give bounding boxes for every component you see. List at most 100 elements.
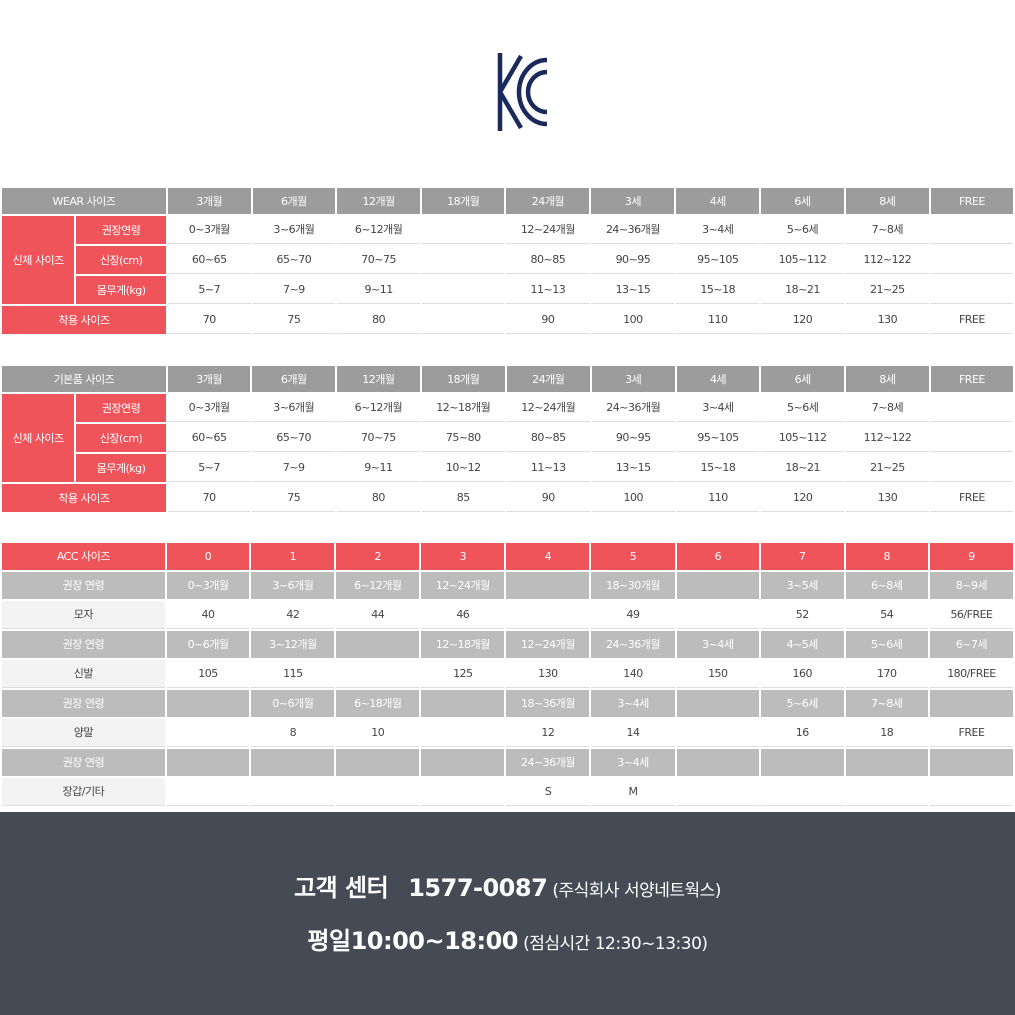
value-cell: 6~12개월: [336, 394, 420, 422]
age-cell: 24~36개월: [506, 749, 590, 776]
value-cell: 5~7: [167, 454, 251, 482]
fit-value-cell: 130: [846, 484, 929, 512]
value-cell: 9~11: [336, 454, 420, 482]
value-cell: 95~105: [676, 246, 760, 274]
item-value-cell: 160: [761, 660, 844, 688]
value-cell: [930, 246, 1013, 274]
age-cell: 5~6세: [845, 631, 928, 658]
fit-value-cell: 80: [336, 484, 420, 512]
value-cell: 21~25: [846, 454, 929, 482]
value-cell: 12~18개월: [421, 394, 505, 422]
value-cell: 18~21: [761, 276, 844, 304]
value-cell: 13~15: [591, 454, 675, 482]
age-cell: [676, 572, 760, 599]
item-value-cell: 56/FREE: [929, 601, 1013, 629]
fit-value-cell: 120: [761, 306, 844, 334]
fit-value-cell: 90: [506, 306, 590, 334]
item-value-cell: 130: [506, 660, 590, 688]
acc-size-header-cell: 1: [251, 543, 335, 570]
size-header-cell: 3세: [591, 366, 675, 392]
item-value-cell: 140: [591, 660, 675, 688]
row-label-cell: 몸무게(kg): [76, 276, 166, 304]
item-value-cell: 42: [251, 601, 335, 629]
value-cell: 105~112: [761, 246, 844, 274]
size-header-cell: 18개월: [422, 188, 505, 214]
value-cell: 0~3개월: [167, 216, 251, 244]
value-cell: 60~65: [167, 246, 251, 274]
row-label-cell: 권장연령: [76, 216, 166, 244]
age-cell: 18~30개월: [591, 572, 675, 599]
fit-value-cell: 70: [167, 484, 251, 512]
body-size-label: 신체 사이즈: [2, 394, 75, 482]
value-cell: 7~9: [252, 276, 336, 304]
fit-value-cell: 75: [252, 306, 336, 334]
item-value-cell: 16: [761, 719, 844, 747]
age-label-cell: 권장 연령: [2, 749, 165, 776]
item-value-cell: M: [591, 778, 675, 806]
value-cell: 21~25: [845, 276, 929, 304]
item-value-cell: 125: [421, 660, 505, 688]
fit-value-cell: 110: [676, 306, 760, 334]
value-cell: [930, 394, 1013, 422]
value-cell: 12~24개월: [506, 394, 590, 422]
value-cell: 70~75: [336, 424, 420, 452]
age-cell: [336, 749, 420, 776]
item-value-cell: 12: [506, 719, 590, 747]
value-cell: 0~3개월: [167, 394, 251, 422]
value-cell: 5~7: [167, 276, 251, 304]
age-cell: [929, 749, 1013, 776]
value-cell: 80~85: [506, 246, 590, 274]
item-value-cell: [676, 601, 760, 629]
value-cell: 70~75: [337, 246, 421, 274]
age-cell: 24~36개월: [591, 631, 675, 658]
item-value-cell: [421, 778, 505, 806]
value-cell: [930, 216, 1013, 244]
item-value-cell: 46: [421, 601, 505, 629]
value-cell: 12~24개월: [506, 216, 590, 244]
age-cell: 12~24개월: [421, 572, 505, 599]
age-cell: 4~5세: [761, 631, 844, 658]
item-value-cell: [251, 778, 335, 806]
value-cell: 5~6세: [761, 394, 845, 422]
value-cell: 24~36개월: [591, 394, 675, 422]
size-header-cell: 18개월: [421, 366, 505, 392]
size-header-cell: FREE: [930, 366, 1013, 392]
age-cell: [761, 749, 844, 776]
row-label-cell: 몸무게(kg): [76, 454, 166, 482]
wear-size-table: WEAR 사이즈 3개월 6개월 12개월 18개월 24개월 3세 4세 6세 8세 FREE 신체…: [0, 186, 1015, 336]
size-header-cell: 24개월: [506, 188, 590, 214]
age-cell: [421, 690, 505, 717]
fit-value-cell: 120: [761, 484, 845, 512]
size-header-cell: 8세: [845, 188, 929, 214]
acc-size-header-cell: 3: [421, 543, 505, 570]
size-header-cell: 6개월: [252, 366, 335, 392]
age-cell: 3~5세: [761, 572, 844, 599]
value-cell: [422, 246, 505, 274]
age-cell: 3~4세: [676, 631, 760, 658]
fit-value-cell: 80: [337, 306, 421, 334]
item-value-cell: [676, 719, 760, 747]
item-value-cell: [336, 778, 420, 806]
value-cell: 90~95: [591, 424, 675, 452]
cs-label: 고객 센터: [294, 874, 389, 902]
age-cell: 7~8세: [845, 690, 928, 717]
age-cell: [251, 749, 335, 776]
value-cell: 3~6개월: [252, 394, 335, 422]
kc-logo-icon: [497, 53, 548, 131]
row-label-cell: 신장(cm): [76, 246, 166, 274]
value-cell: 3~4세: [676, 216, 760, 244]
item-value-cell: 105: [166, 660, 250, 688]
age-cell: 12~24개월: [506, 631, 590, 658]
item-label-cell: 양말: [2, 719, 165, 747]
age-cell: 6~7세: [929, 631, 1013, 658]
age-cell: [929, 690, 1013, 717]
acc-size-header-cell: 7: [761, 543, 844, 570]
age-cell: 3~12개월: [251, 631, 335, 658]
item-value-cell: [761, 778, 844, 806]
fit-value-cell: [422, 306, 505, 334]
basic-size-table: 기본품 사이즈 3개월 6개월 12개월 18개월 24개월 3세 4세 6세 8세 FREE 신체 …: [0, 364, 1015, 514]
value-cell: 3~4세: [676, 394, 760, 422]
value-cell: 5~6세: [761, 216, 844, 244]
business-hours-line: 평일10:00~18:00 (점심시간 12:30~13:30): [0, 921, 1015, 956]
acc-size-header-cell: 5: [591, 543, 675, 570]
